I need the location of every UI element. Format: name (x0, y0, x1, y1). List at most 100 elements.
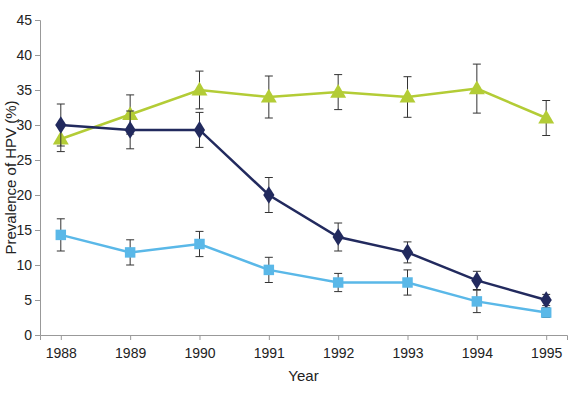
marker (263, 186, 274, 204)
y-tick-label: 45 (16, 12, 32, 28)
error-bar-cap (473, 290, 481, 291)
y-tick-mark (35, 335, 40, 336)
y-tick: 20 (16, 187, 40, 203)
error-bar-cap (126, 265, 134, 266)
marker (541, 307, 551, 317)
y-tick: 10 (16, 257, 40, 273)
x-tick: 1992 (323, 335, 354, 361)
error-bar-cap (265, 282, 273, 283)
marker (194, 239, 204, 249)
y-tick-mark (35, 265, 40, 266)
y-tick: 30 (16, 117, 40, 133)
error-bar-cap (57, 146, 65, 147)
marker (333, 228, 344, 246)
y-tick: 0 (24, 327, 40, 343)
x-tick-mark (408, 335, 409, 340)
x-tick-label: 1992 (323, 345, 354, 361)
y-axis-title: Prevalence of HPV (%) (2, 100, 19, 254)
error-bar-cap (473, 113, 481, 114)
x-tick: 1994 (462, 335, 493, 361)
marker (56, 230, 66, 240)
error-bar-cap (195, 231, 203, 232)
y-tick-mark (35, 55, 40, 56)
error-bar-cap (126, 111, 134, 112)
x-tick-mark (546, 335, 547, 340)
x-tick: 1990 (184, 335, 215, 361)
series (55, 104, 552, 309)
error-bar-cap (195, 71, 203, 72)
error-bar-cap (404, 269, 412, 270)
error-bar-cap (404, 295, 412, 296)
error-bar-cap (334, 109, 342, 110)
x-tick-label: 1993 (392, 345, 423, 361)
series-line (61, 89, 546, 139)
x-tick: 1995 (531, 335, 562, 361)
marker (261, 89, 277, 103)
error-bar-cap (265, 257, 273, 258)
marker (125, 121, 136, 139)
error-bar-cap (334, 74, 342, 75)
y-tick: 15 (16, 222, 40, 238)
y-tick-mark (35, 160, 40, 161)
x-tick: 1989 (115, 335, 146, 361)
y-axis: 051015202530354045 (16, 12, 40, 343)
error-bar-cap (126, 148, 134, 149)
marker (192, 82, 208, 96)
error-bar-cap (542, 135, 550, 136)
error-bar-cap (57, 151, 65, 152)
y-tick: 40 (16, 47, 40, 63)
y-tick-mark (35, 230, 40, 231)
error-bar-cap (265, 76, 273, 77)
error-bar-cap (404, 241, 412, 242)
marker (538, 110, 554, 124)
marker (264, 265, 274, 275)
x-axis-title: Year (288, 367, 318, 384)
error-bar-cap (473, 64, 481, 65)
error-bar-cap (473, 312, 481, 313)
x-tick-mark (199, 335, 200, 340)
y-tick: 35 (16, 82, 40, 98)
error-bar-cap (57, 218, 65, 219)
x-tick-mark (477, 335, 478, 340)
x-tick-label: 1989 (115, 345, 146, 361)
error-bar-cap (334, 273, 342, 274)
y-tick-mark (35, 90, 40, 91)
y-tick-label: 40 (16, 47, 32, 63)
x-tick-label: 1991 (254, 345, 285, 361)
x-tick: 1988 (46, 335, 77, 361)
y-tick: 5 (24, 292, 40, 308)
marker (400, 89, 416, 103)
error-bar-cap (265, 118, 273, 119)
y-tick-label: 35 (16, 82, 32, 98)
error-bar-cap (57, 251, 65, 252)
series-line (61, 235, 546, 313)
plot: 0510152025303540451988198919901991199219… (16, 12, 567, 361)
x-tick-mark (130, 335, 131, 340)
y-tick: 45 (16, 12, 40, 28)
x-tick-label: 1995 (531, 345, 562, 361)
marker (541, 291, 552, 309)
x-tick-mark (269, 335, 270, 340)
marker (125, 247, 135, 257)
error-bar-cap (195, 108, 203, 109)
x-tick: 1993 (392, 335, 423, 361)
error-bar-cap (195, 147, 203, 148)
error-bar-cap (126, 94, 134, 95)
chart: 0510152025303540451988198919901991199219… (0, 0, 579, 393)
marker (402, 244, 413, 262)
error-bar-cap (334, 291, 342, 292)
series (56, 219, 552, 318)
marker (330, 84, 346, 98)
y-tick-mark (35, 195, 40, 196)
x-tick-label: 1994 (462, 345, 493, 361)
y-tick-mark (35, 20, 40, 21)
error-bar-cap (334, 251, 342, 252)
error-bar-cap (404, 76, 412, 77)
marker (402, 277, 412, 287)
marker (472, 296, 482, 306)
x-tick-label: 1990 (184, 345, 215, 361)
y-tick-label: 0 (24, 327, 32, 343)
error-bar-cap (334, 223, 342, 224)
series-line (61, 125, 546, 300)
error-bar-cap (126, 239, 134, 240)
